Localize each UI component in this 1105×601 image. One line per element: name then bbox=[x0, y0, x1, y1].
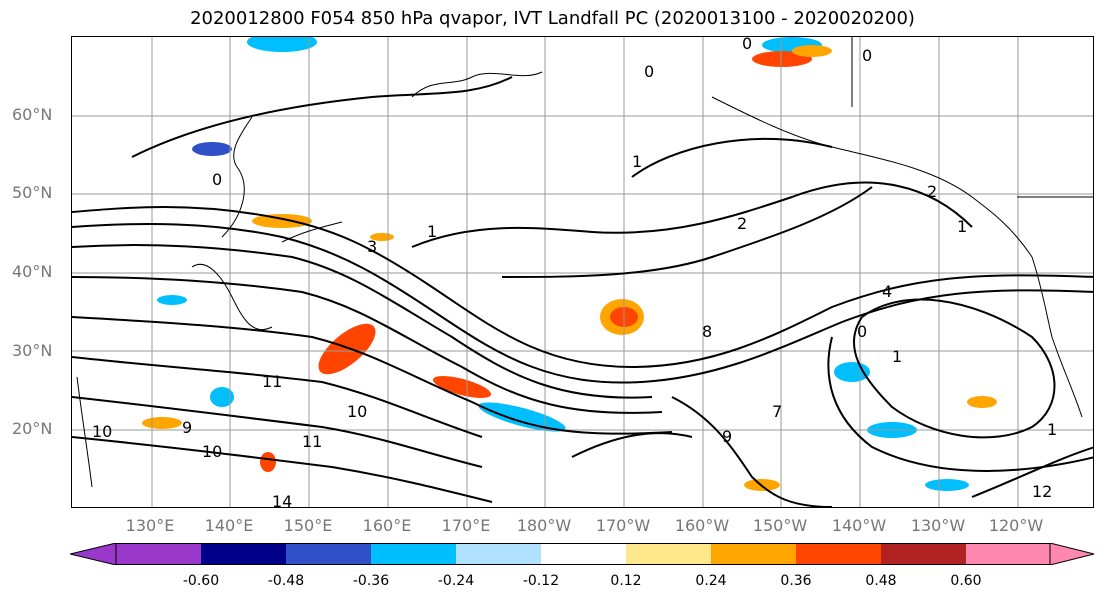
lon-label: 130°E bbox=[125, 516, 175, 535]
lat-label: 40°N bbox=[12, 262, 53, 281]
contour-label: 4 bbox=[882, 282, 892, 301]
contour-label: 0 bbox=[644, 62, 654, 81]
colorbar-segment bbox=[116, 543, 201, 565]
colorbar-tick: 0.36 bbox=[780, 573, 812, 589]
contour-label: 8 bbox=[702, 322, 712, 341]
colorbar-segment bbox=[541, 543, 626, 565]
contour-label: 1 bbox=[1047, 420, 1057, 439]
map-title: 2020012800 F054 850 hPa qvapor, IVT Land… bbox=[190, 8, 915, 29]
lat-label: 60°N bbox=[12, 105, 53, 124]
contour-label: 1 bbox=[632, 152, 642, 171]
contour-label: 10 bbox=[92, 422, 112, 441]
contour-label: 2 bbox=[927, 182, 937, 201]
colorbar-segment bbox=[881, 543, 966, 565]
lon-label: 150°E bbox=[283, 516, 333, 535]
contour-label: 14 bbox=[272, 492, 292, 508]
colorbar-tick: 0.24 bbox=[695, 573, 727, 589]
contour-label: 1 bbox=[892, 347, 902, 366]
colorbar-tick: 0.48 bbox=[865, 573, 897, 589]
lat-label: 20°N bbox=[12, 419, 53, 438]
contour-labels: 0 0 0 0 0 1 1 1 1 1 2 2 3 4 7 8 9 9 10 1… bbox=[92, 37, 1057, 508]
colorbar-tick: -0.48 bbox=[267, 573, 305, 589]
contour-label: 0 bbox=[742, 37, 752, 53]
lat-label: 50°N bbox=[12, 183, 53, 202]
graticule bbox=[72, 37, 1093, 507]
colorbar-segment bbox=[456, 543, 541, 565]
colorbar-segment bbox=[711, 543, 796, 565]
contour-label: 11 bbox=[262, 372, 282, 391]
contour-label: 3 bbox=[367, 237, 377, 256]
colorbar-tick: -0.24 bbox=[437, 573, 475, 589]
colorbar-segment bbox=[286, 543, 371, 565]
colorbar-segment bbox=[796, 543, 881, 565]
colorbar-extend-high bbox=[1049, 543, 1095, 565]
map-panel: 0 0 0 0 0 1 1 1 1 1 2 2 3 4 7 8 9 9 10 1… bbox=[71, 36, 1094, 508]
contour-label: 7 bbox=[772, 402, 782, 421]
contour-label: 0 bbox=[857, 322, 867, 341]
colorbar-extend-low bbox=[70, 543, 117, 565]
colorbar-tick: -0.12 bbox=[522, 573, 560, 589]
colorbar-segment bbox=[371, 543, 456, 565]
contour-label: 10 bbox=[202, 442, 222, 461]
lat-label: 30°N bbox=[12, 341, 53, 360]
contour-label: 11 bbox=[302, 432, 322, 451]
lon-label: 170°E bbox=[441, 516, 491, 535]
colorbar-tick: -0.60 bbox=[182, 573, 220, 589]
colorbar-tick: -0.36 bbox=[352, 573, 390, 589]
contour-label: 12 bbox=[1032, 482, 1052, 501]
colorbar-segment bbox=[201, 543, 286, 565]
contour-label: 0 bbox=[212, 170, 222, 189]
map-canvas: 0 0 0 0 0 1 1 1 1 1 2 2 3 4 7 8 9 9 10 1… bbox=[72, 37, 1093, 508]
lon-label: 120°W bbox=[988, 516, 1044, 535]
contour-label: 9 bbox=[182, 418, 192, 437]
lon-label: 130°W bbox=[910, 516, 966, 535]
colorbar-segment bbox=[966, 543, 1050, 565]
lon-label: 170°W bbox=[595, 516, 651, 535]
coastlines bbox=[76, 37, 1093, 488]
colorbar bbox=[70, 543, 1095, 565]
qvapor-shading bbox=[142, 37, 997, 491]
lon-label: 150°W bbox=[752, 516, 808, 535]
colorbar-segment bbox=[626, 543, 711, 565]
contour-label: 1 bbox=[957, 217, 967, 236]
lon-label: 160°W bbox=[674, 516, 730, 535]
lon-label: 140°E bbox=[204, 516, 254, 535]
lon-label: 140°W bbox=[831, 516, 887, 535]
contour-label: 9 bbox=[722, 427, 732, 446]
contour-label: 1 bbox=[427, 222, 437, 241]
colorbar-tick: 0.12 bbox=[610, 573, 642, 589]
contour-label: 0 bbox=[862, 46, 872, 65]
lon-label: 180°W bbox=[516, 516, 572, 535]
lon-label: 160°E bbox=[362, 516, 412, 535]
colorbar-tick: 0.60 bbox=[950, 573, 982, 589]
contour-label: 2 bbox=[737, 214, 747, 233]
contour-label: 10 bbox=[347, 402, 367, 421]
ivt-contours bbox=[72, 76, 1093, 507]
